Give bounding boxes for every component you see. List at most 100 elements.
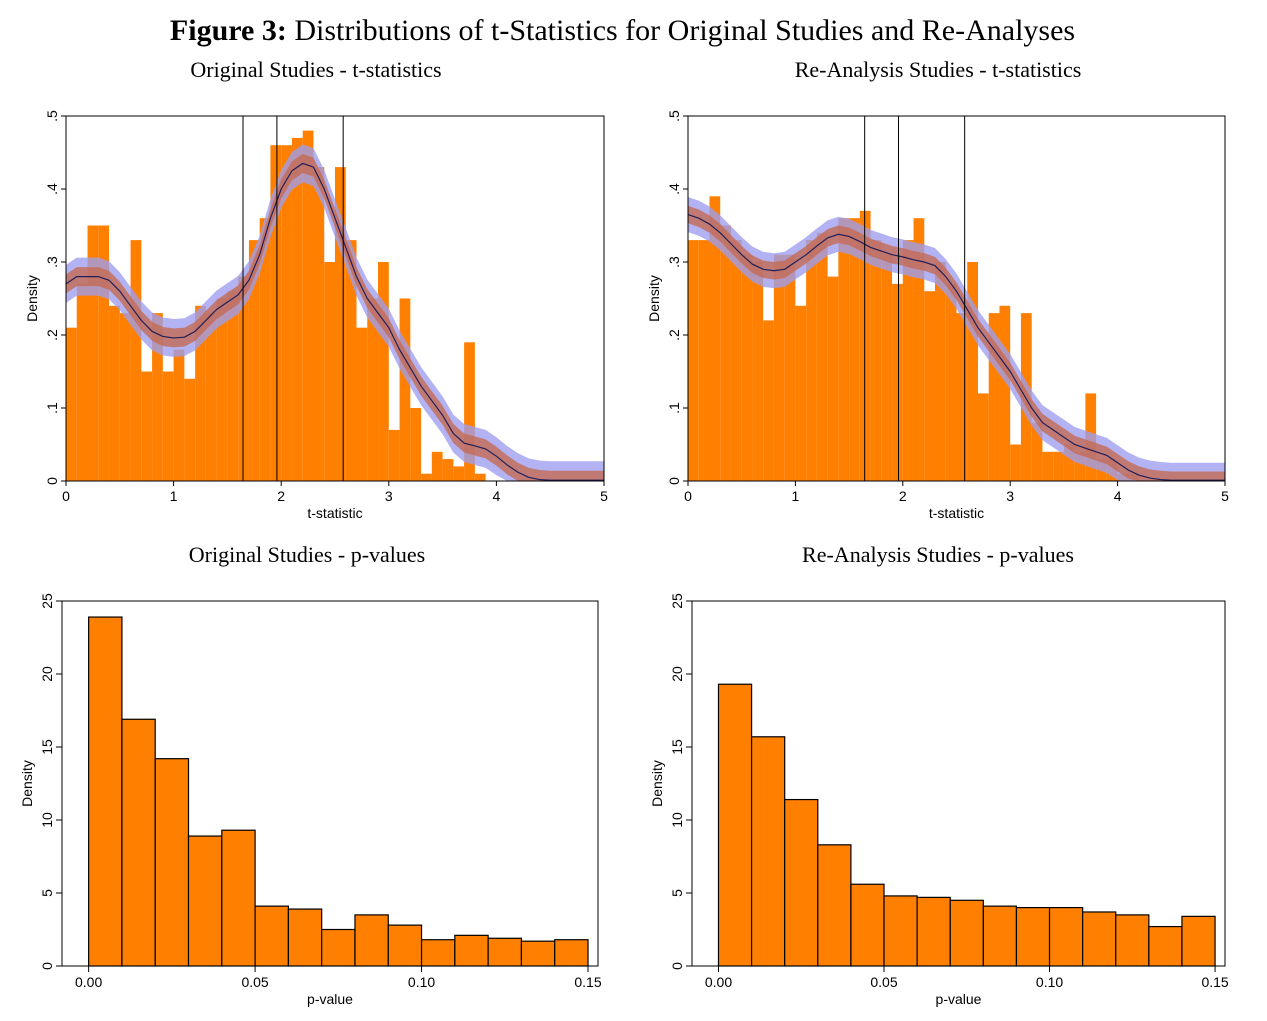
histogram-bar: [870, 240, 882, 481]
histogram-bar: [121, 718, 156, 967]
x-tick-label: 3: [385, 488, 393, 504]
x-tick-label: 5: [1221, 488, 1229, 504]
histogram-bar: [238, 276, 249, 481]
y-axis-label: Density: [649, 760, 665, 807]
histogram-bar: [313, 167, 325, 481]
x-tick-label: 0: [62, 488, 70, 504]
plot-frame: [687, 115, 1226, 482]
y-tick-label: .3: [44, 256, 60, 268]
histogram-bar: [1048, 906, 1084, 967]
x-tick-label: 3: [1006, 488, 1014, 504]
histogram-bar: [999, 305, 1011, 481]
y-tick-label: .2: [666, 329, 682, 341]
histogram-bar: [741, 254, 753, 481]
y-tick-label: .1: [44, 402, 60, 414]
histogram-bar: [187, 835, 223, 967]
histogram-bar: [356, 327, 368, 481]
histogram-bar: [130, 240, 142, 481]
histogram-bar: [1082, 911, 1117, 967]
histogram-bar: [291, 137, 303, 481]
histogram-bar: [421, 473, 432, 481]
histogram-bar: [881, 254, 893, 481]
histogram-bar: [967, 262, 978, 481]
chart-title: Original Studies - p-values: [189, 542, 425, 567]
y-axis-label: Density: [19, 760, 35, 807]
histogram-bar: [464, 342, 475, 481]
histogram-bar: [935, 262, 946, 481]
histogram-bar: [227, 291, 239, 481]
histogram-bar: [924, 291, 936, 481]
kde-line: [65, 162, 604, 481]
histogram-bar: [956, 313, 968, 481]
histogram-bar: [345, 240, 357, 481]
histogram-bar: [474, 473, 486, 481]
histogram-bar: [387, 924, 423, 967]
histogram-bar: [98, 225, 110, 481]
histogram-bar: [454, 934, 489, 967]
histogram-bar: [173, 349, 185, 481]
y-tick-label: .5: [666, 110, 682, 122]
chart-title: Re-Analysis Studies - p-values: [802, 542, 1074, 567]
histogram-bar: [109, 305, 120, 481]
y-tick-label: .1: [666, 402, 682, 414]
histogram-bar: [763, 320, 774, 481]
histogram-bar: [281, 145, 292, 481]
chart-original-t: Original Studies - t-statistics 0 1 2 3 4 5 0 .1…: [24, 57, 608, 521]
y-tick-label: 0: [39, 962, 55, 970]
y-tick-label: .4: [44, 183, 60, 195]
histogram-bar: [248, 240, 260, 481]
histogram-bar: [1074, 451, 1086, 481]
histogram-bar: [154, 758, 190, 967]
histogram-bar: [838, 218, 850, 481]
histogram-bar: [892, 283, 903, 481]
histogram-bar: [817, 844, 852, 967]
figure-title: Figure 3: Distributions of t-Statistics …: [0, 14, 1245, 48]
histogram-bar: [335, 167, 346, 481]
figure-title-text: Distributions of t-Statistics for Origin…: [294, 14, 1076, 47]
y-tick-label: 10: [39, 812, 55, 828]
histogram-bar: [883, 895, 918, 967]
y-tick-label: .4: [666, 183, 682, 195]
y-axis-label: Density: [646, 275, 662, 322]
histogram-bar: [1181, 915, 1216, 967]
histogram-bar: [367, 298, 379, 481]
histogram-bar: [1010, 444, 1021, 481]
x-tick-label: 2: [277, 488, 285, 504]
x-tick-label: 4: [493, 488, 501, 504]
histogram-bar: [119, 313, 131, 481]
y-tick-label: 25: [669, 593, 685, 609]
histogram-bar: [442, 459, 454, 481]
histogram-bar: [520, 940, 556, 967]
histogram-bar: [1063, 444, 1075, 481]
histogram-bar: [141, 371, 153, 481]
x-tick-label: 0.05: [870, 974, 897, 990]
histogram-bar: [1042, 451, 1054, 481]
y-tick-label: 5: [669, 889, 685, 897]
histogram-bar: [913, 218, 925, 481]
chart-reanalysis-t: Re-Analysis Studies - t-statistics 0 1 2 3 4 5…: [646, 57, 1229, 521]
histogram-bar: [259, 218, 271, 481]
histogram-bar: [88, 616, 123, 967]
histogram-bar: [773, 254, 785, 481]
histogram-bar: [752, 262, 764, 481]
y-tick-label: .3: [666, 256, 682, 268]
histogram-bar: [324, 262, 335, 481]
x-tick-label: 0.10: [408, 974, 435, 990]
histogram-bar: [254, 905, 289, 967]
histogram-bar: [420, 939, 456, 967]
y-tick-label: 15: [39, 739, 55, 755]
histogram-bar: [688, 240, 699, 481]
histogram-bar: [720, 225, 731, 481]
histogram-bar: [453, 466, 465, 481]
figure-label: Figure 3:: [169, 14, 287, 47]
y-tick-label: 10: [669, 812, 685, 828]
histogram-bar: [717, 683, 753, 967]
x-tick-label: 2: [899, 488, 907, 504]
histogram-bar: [859, 210, 871, 481]
x-tick-label: 1: [170, 488, 178, 504]
x-tick-label: 0.15: [574, 974, 601, 990]
histogram-bar: [750, 736, 786, 967]
y-tick-label: 0: [669, 962, 685, 970]
y-tick-label: 20: [39, 666, 55, 682]
